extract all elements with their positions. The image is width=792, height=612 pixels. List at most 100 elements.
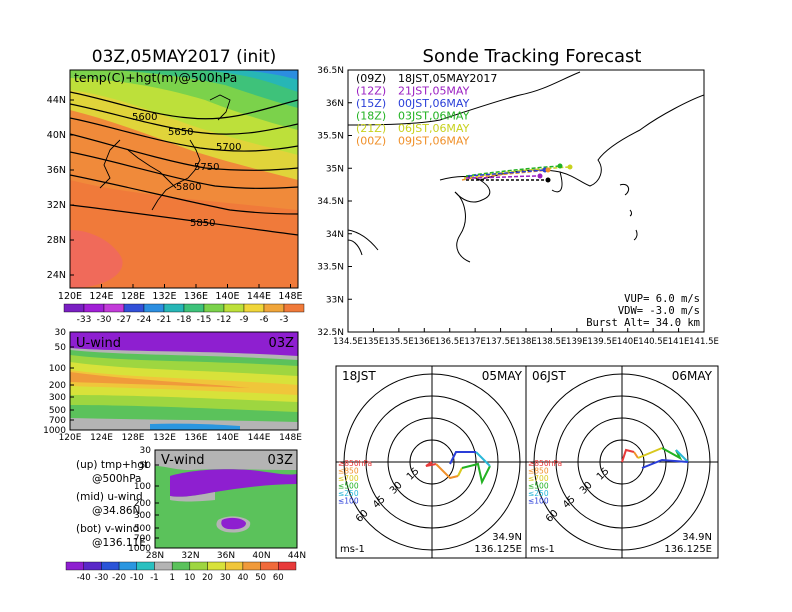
tick-label: -1 (150, 573, 158, 583)
map500-label: temp(C)+hgt(m)@500hPa (74, 70, 237, 85)
tick-label: 50 (140, 461, 152, 471)
tick-label: 144E (248, 433, 271, 443)
tick-label: 1000 (128, 544, 151, 554)
tick-label: 50 (255, 573, 266, 583)
tick-label: 136E (185, 433, 208, 443)
colorbar-swatch (263, 303, 285, 313)
hodo-legend-item: ≤700 (528, 474, 549, 483)
contour-label: 5750 (194, 162, 219, 173)
run-code: (12Z) (356, 85, 386, 98)
tick-label: 141E (668, 337, 690, 347)
run-code: (09Z) (356, 72, 386, 85)
hodo-unit: ms-1 (340, 544, 365, 555)
tick-label: 500 (49, 406, 66, 416)
run-code: (15Z) (356, 97, 386, 110)
hodo-trace (461, 462, 491, 485)
map500-lat-axis: 44N 40N 36N 32N 28N 24N (47, 95, 74, 281)
colorbar-swatch (65, 561, 84, 571)
tick-label: 300 (49, 393, 66, 403)
tick-label: 33N (326, 295, 344, 305)
tick-label: -12 (217, 315, 232, 325)
uwind-time: 03Z (269, 336, 295, 351)
legend-bot-1: (bot) v-wind (76, 523, 139, 535)
tick-label: -30 (94, 573, 108, 583)
hodo-trace (457, 467, 463, 477)
tick-label: 44N (47, 95, 66, 106)
hodo-legend-item: ≥850hPa (338, 459, 372, 468)
tracking-burst: Burst Alt= 34.0 km (586, 317, 700, 329)
tick-label: 35N (326, 164, 344, 174)
hodo-trace (449, 451, 476, 465)
tick-label: 60 (273, 573, 284, 583)
hodo-date: 06MAY (672, 369, 713, 383)
tick-label: -6 (260, 315, 269, 325)
uwind-label: U-wind (76, 336, 121, 351)
tick-label: 10 (184, 573, 195, 583)
hodo-legend-item: ≤100 (528, 497, 549, 506)
hodo-legend-item: ≤850 (528, 467, 549, 476)
tick-label: 50 (55, 343, 67, 353)
tick-label: 140E (617, 337, 639, 347)
hodo-trace (641, 458, 689, 469)
tick-label: 136.5E (435, 337, 465, 347)
hodo-legend-item: ≤500 (338, 482, 359, 491)
colorbar-swatch (189, 561, 208, 571)
tick-label: 200 (49, 381, 66, 391)
tick-label: 33.5N (317, 263, 344, 273)
tick-label: 138E (515, 337, 537, 347)
tick-label: 134.5E (333, 337, 363, 347)
tick-label: 1 (169, 573, 174, 583)
hodo-unit: ms-1 (530, 544, 555, 555)
hodo-jst: 06JST (532, 369, 566, 383)
map500-colorbar: -33 -30 -27 -24 -21 -18 -15 -12 -9 -6 -3 (63, 303, 305, 325)
tick-label: 140E (216, 433, 239, 443)
contour-label: 5700 (216, 142, 241, 153)
tick-label: 44N (288, 551, 306, 561)
colorbar-swatch (143, 303, 165, 313)
legend-mid-2: @34.86N (92, 505, 140, 517)
colorbar-swatch (278, 561, 297, 571)
legend-up-1: (up) tmp+hgt (76, 459, 148, 471)
contour-label: 5850 (190, 218, 215, 229)
colorbar-swatch (163, 303, 185, 313)
colorbar-swatch (242, 561, 261, 571)
tick-label: 135E (363, 337, 385, 347)
tick-label: 124E (90, 433, 113, 443)
run-code: (21Z) (356, 122, 386, 135)
hodo-trace (633, 451, 639, 459)
contour-label: 5600 (132, 112, 157, 123)
tick-label: -21 (157, 315, 172, 325)
hodo-legend-item: ≤500 (528, 482, 549, 491)
tick-label: 136E (184, 291, 208, 302)
tick-label: 132E (152, 291, 176, 302)
hodo-legend-item: ≥850hPa (528, 459, 562, 468)
hodo-lon: 136.125E (664, 544, 712, 555)
hodo-trace (621, 448, 635, 463)
tick-label: 36.5N (317, 66, 344, 76)
tick-label: 30 (140, 446, 152, 456)
tick-label: 34.5N (317, 197, 344, 207)
tick-label: 128E (122, 433, 145, 443)
tick-label: 300 (134, 511, 151, 521)
tick-label: 40 (238, 573, 249, 583)
tick-label: 139E (566, 337, 588, 347)
colorbar-swatch (83, 561, 102, 571)
tick-label: 140E (215, 291, 239, 302)
hodo-trace (637, 447, 663, 459)
tick-label: 32.5N (317, 328, 344, 338)
tracking-vup: VUP= 6.0 m/s (624, 293, 700, 305)
tick-label: 20 (202, 573, 213, 583)
tick-label: 128E (121, 291, 145, 302)
tick-label: 36N (217, 551, 235, 561)
tracks (461, 163, 573, 183)
legend-up-2: @500hPa (92, 473, 142, 485)
tick-label: 124E (89, 291, 113, 302)
run-time: 03JST,06MAY (398, 110, 470, 123)
hodo-trace (675, 449, 689, 463)
colorbar-swatch (243, 303, 265, 313)
colorbar-swatch (223, 303, 245, 313)
tick-label: 40N (47, 130, 66, 141)
colorbar-swatch (171, 561, 191, 571)
colorbar-swatch (103, 303, 125, 313)
